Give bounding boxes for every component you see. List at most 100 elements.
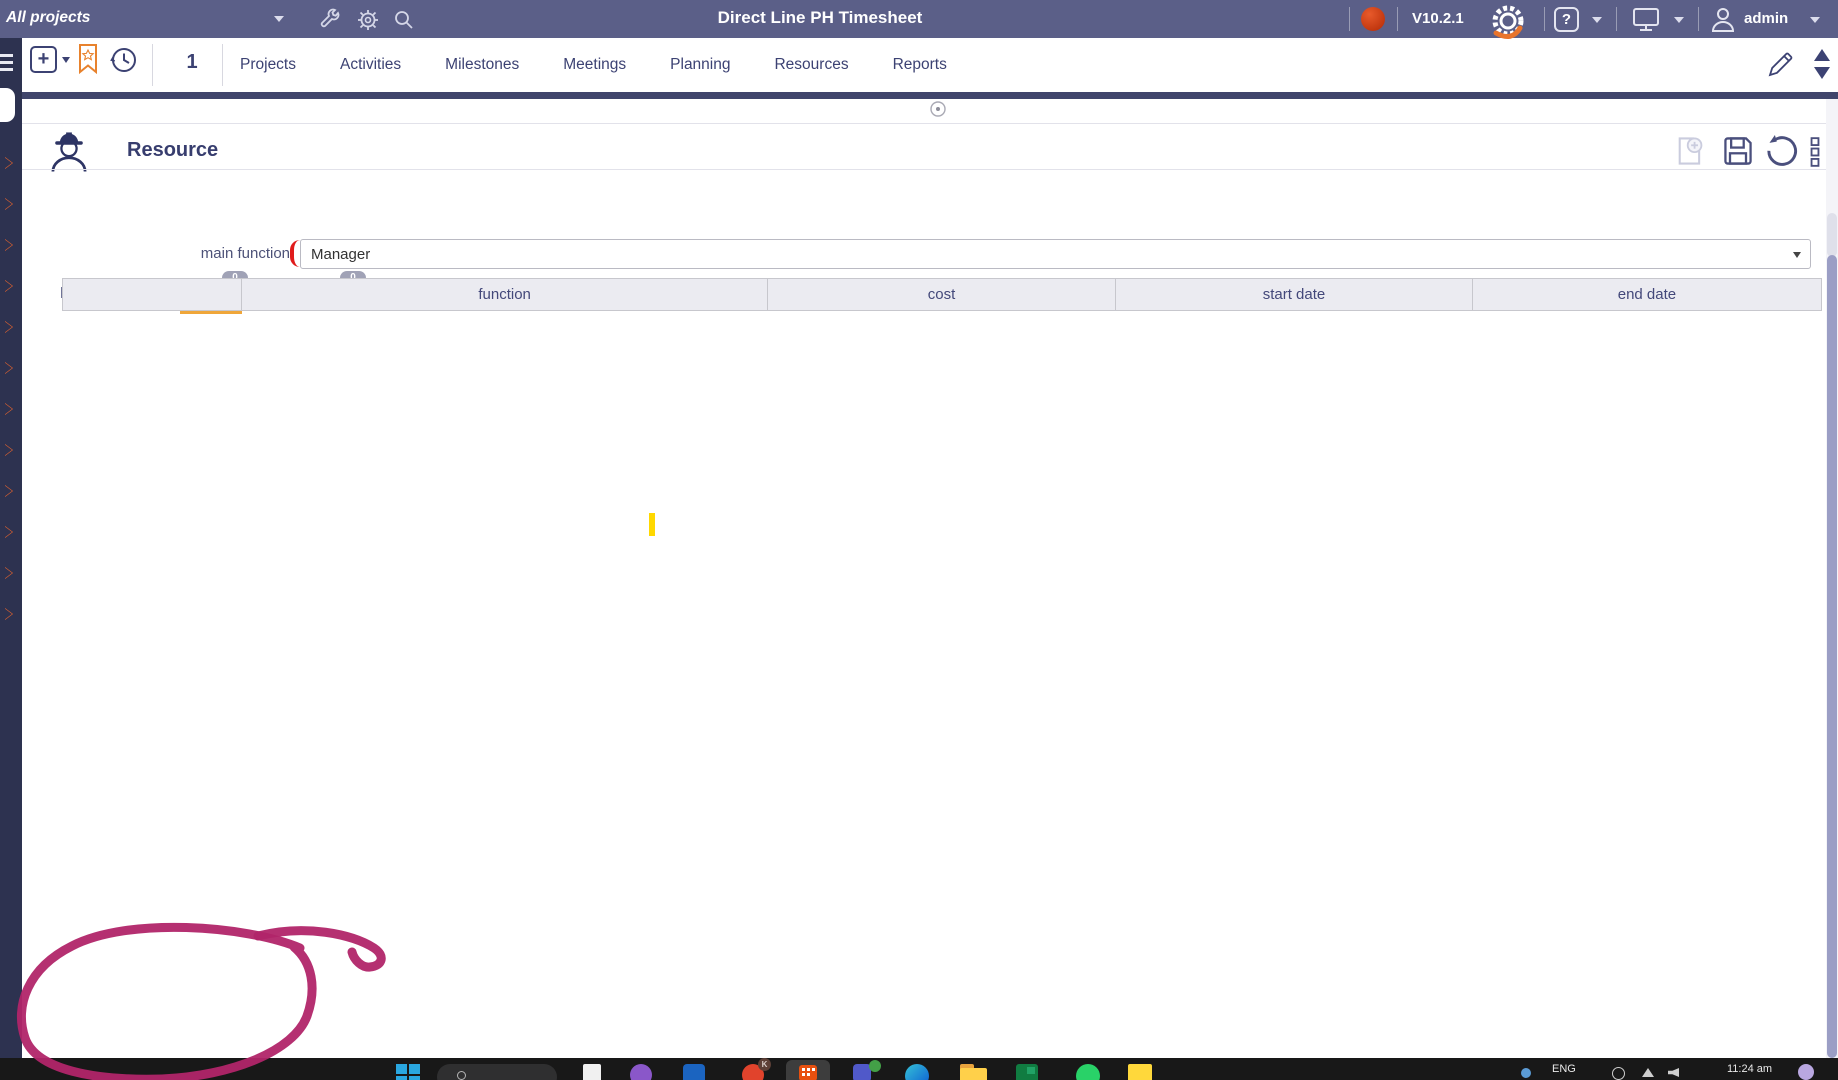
sidebar-expand-icon[interactable] <box>4 239 13 251</box>
save-icon[interactable] <box>1722 135 1754 167</box>
sidebar-expand-icon[interactable] <box>4 485 13 497</box>
help-icon[interactable]: ? <box>1554 7 1579 32</box>
taskbar-app-icon[interactable] <box>630 1064 652 1080</box>
divider <box>22 169 1826 170</box>
page-title: Resource <box>127 139 219 161</box>
taskbar-app-icon[interactable] <box>1128 1064 1152 1080</box>
main-toolbar: + 1 Projects Activities Milestones Meeti… <box>22 38 1838 92</box>
bookmark-star-icon[interactable] <box>76 43 100 75</box>
app-logo-icon <box>1492 5 1524 40</box>
display-caret-icon[interactable] <box>1674 17 1684 23</box>
function-table-header: function cost start date end date <box>62 278 1822 311</box>
tray-icon[interactable] <box>1521 1068 1531 1078</box>
project-filter-caret-icon[interactable] <box>274 16 284 22</box>
wrench-icon[interactable] <box>318 8 342 32</box>
tray-volume-icon[interactable] <box>1668 1068 1679 1077</box>
user-icon[interactable] <box>1710 6 1736 33</box>
add-new-caret-icon[interactable] <box>62 57 70 63</box>
nav-resources[interactable]: Resources <box>774 56 849 73</box>
hamburger-menu-icon[interactable] <box>0 61 13 64</box>
taskbar-active-app[interactable] <box>786 1060 830 1080</box>
sidebar-expand-icon[interactable] <box>4 403 13 415</box>
hamburger-menu-icon[interactable] <box>0 54 13 57</box>
display-monitor-icon[interactable] <box>1632 7 1660 33</box>
collapse-handle-icon[interactable] <box>930 101 946 117</box>
column-header[interactable]: cost <box>768 279 1117 310</box>
notification-badge: K <box>758 1058 771 1071</box>
nav-milestones[interactable]: Milestones <box>445 56 520 73</box>
main-nav: Projects Activities Milestones Meetings … <box>240 38 947 92</box>
language-indicator[interactable]: ENG <box>1552 1063 1576 1075</box>
search-icon <box>457 1071 466 1080</box>
nav-reports[interactable]: Reports <box>892 56 947 73</box>
taskbar-app-icon[interactable] <box>905 1064 929 1080</box>
taskbar-app-icon[interactable] <box>1076 1064 1100 1080</box>
add-new-button[interactable]: + <box>30 46 57 73</box>
toolbar-divider <box>20 92 1838 99</box>
nav-planning[interactable]: Planning <box>670 56 731 73</box>
app-title: Direct Line PH Timesheet <box>717 8 923 27</box>
sort-down-icon[interactable] <box>1814 67 1830 79</box>
page-number: 1 <box>186 51 198 73</box>
taskbar-app-icon[interactable] <box>683 1064 705 1080</box>
sidebar-expand-icon[interactable] <box>4 444 13 456</box>
kebab-menu-icon[interactable] <box>1808 137 1822 167</box>
text-cursor-mark <box>649 513 655 536</box>
resource-worker-icon <box>51 132 87 172</box>
sidebar-expand-icon[interactable] <box>4 362 13 374</box>
resource-panel: Resource Description Detail Allocations … <box>22 99 1826 1058</box>
main-function-dropdown[interactable]: Manager <box>300 239 1811 269</box>
nav-activities[interactable]: Activities <box>340 56 402 73</box>
column-header[interactable]: start date <box>1116 279 1473 310</box>
help-caret-icon[interactable] <box>1592 17 1602 23</box>
main-function-value: Manager <box>311 245 371 263</box>
taskbar-app-icon[interactable] <box>583 1064 601 1080</box>
taskbar-search-pill[interactable] <box>437 1064 557 1080</box>
search-icon[interactable] <box>392 8 416 32</box>
sidebar-expand-icon[interactable] <box>4 567 13 579</box>
column-header[interactable]: end date <box>1617 286 1677 303</box>
main-function-label: main function <box>200 245 290 262</box>
user-name[interactable]: admin <box>1744 10 1789 27</box>
tray-wifi-icon[interactable] <box>1642 1068 1654 1077</box>
nav-meetings[interactable]: Meetings <box>563 56 627 73</box>
history-clock-icon[interactable] <box>110 46 138 74</box>
record-status-icon[interactable] <box>1361 7 1385 31</box>
undo-refresh-icon[interactable] <box>1764 135 1798 169</box>
sort-up-icon[interactable] <box>1814 49 1830 61</box>
scrollbar-thumb[interactable] <box>1827 255 1837 1058</box>
hamburger-menu-icon[interactable] <box>0 68 13 71</box>
dropdown-caret-icon[interactable] <box>1793 252 1801 258</box>
settings-gear-icon[interactable] <box>356 8 380 32</box>
sidebar-active-tab[interactable] <box>0 88 15 122</box>
separator <box>152 44 153 86</box>
tray-icon[interactable] <box>1798 1064 1814 1080</box>
windows-taskbar: K ENG 11:24 am <box>0 1058 1838 1080</box>
nav-projects[interactable]: Projects <box>240 56 296 73</box>
vertical-scrollbar[interactable] <box>1826 99 1838 1058</box>
separator <box>1349 7 1350 31</box>
edit-pencil-icon[interactable] <box>1765 48 1797 80</box>
user-caret-icon[interactable] <box>1810 17 1820 23</box>
sidebar-expand-icon[interactable] <box>4 526 13 538</box>
column-header[interactable]: function <box>242 279 768 310</box>
new-document-icon[interactable] <box>1674 135 1706 167</box>
separator <box>1698 7 1699 31</box>
left-sidebar <box>0 38 22 1058</box>
tray-globe-icon[interactable] <box>1612 1067 1625 1080</box>
taskbar-app-icon[interactable] <box>853 1064 871 1080</box>
sidebar-expand-icon[interactable] <box>4 321 13 333</box>
project-filter[interactable]: All projects <box>6 9 91 26</box>
status-check-badge <box>869 1060 881 1072</box>
scrollbar-track-piece[interactable] <box>1827 213 1837 257</box>
active-app-icon <box>799 1065 817 1080</box>
sidebar-expand-icon[interactable] <box>4 280 13 292</box>
sidebar-expand-icon[interactable] <box>4 157 13 169</box>
sidebar-expand-icon[interactable] <box>4 198 13 210</box>
top-header-bar: All projects Direct Line PH Timesheet V1… <box>0 0 1838 40</box>
clock-time[interactable]: 11:24 am <box>1727 1063 1773 1075</box>
separator <box>222 44 223 86</box>
sidebar-expand-icon[interactable] <box>4 608 13 620</box>
column-header[interactable] <box>63 279 243 310</box>
taskbar-app-icon[interactable] <box>1016 1064 1038 1080</box>
